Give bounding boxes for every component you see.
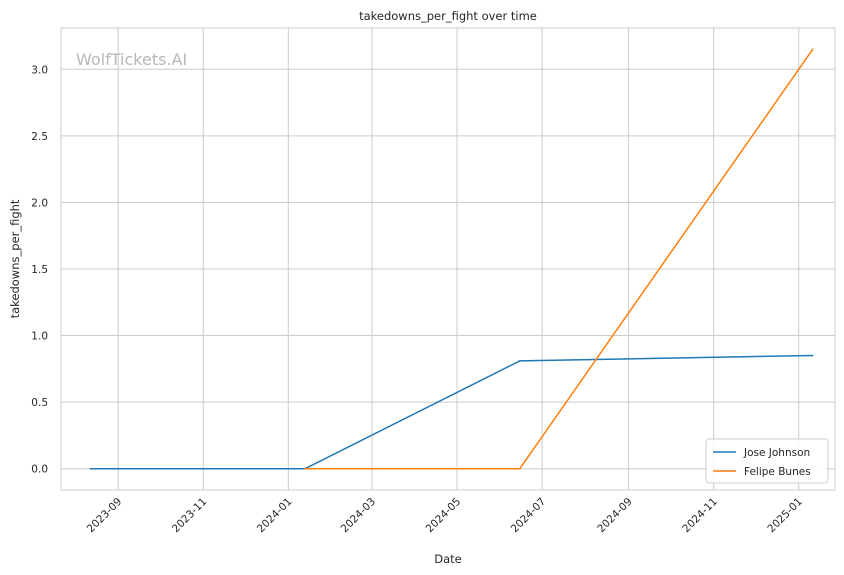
y-tick-label: 1.5 — [31, 264, 48, 276]
series-point-1 — [89, 467, 92, 470]
legend-label: Felipe Bunes — [744, 466, 811, 478]
series-line-1 — [90, 354, 813, 470]
y-tick-label: 3.0 — [31, 64, 48, 76]
y-tick-label: 2.5 — [31, 131, 48, 143]
legend: Jose Johnson Felipe Bunes — [705, 438, 829, 484]
series-point-2 — [304, 467, 306, 470]
y-axis-ticks: 0.0 0.5 1.0 1.5 2.0 2.5 3.0 — [31, 64, 48, 475]
y-axis-label: takedowns_per_fight — [8, 199, 22, 318]
series-point-1 — [811, 354, 814, 357]
plot-frame — [60, 27, 836, 491]
x-gridlines — [117, 28, 800, 490]
y-tick-label: 0.5 — [31, 397, 48, 409]
watermark: WolfTickets.AI — [76, 50, 187, 69]
x-axis-label: Date — [434, 552, 462, 566]
y-tick-label: 1.0 — [31, 331, 48, 343]
series-point-2 — [519, 467, 521, 470]
series-point-2 — [811, 48, 814, 51]
chart-title: takedowns_per_fight over time — [359, 9, 537, 23]
y-tick-label: 0.0 — [31, 464, 48, 476]
y-tick-label: 2.0 — [31, 197, 48, 209]
series-point-1 — [519, 360, 521, 362]
legend-box — [705, 438, 829, 484]
legend-label: Jose Johnson — [743, 447, 810, 459]
series-layer — [89, 48, 814, 470]
